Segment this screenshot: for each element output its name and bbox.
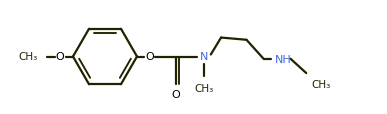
Text: CH₃: CH₃ [311, 79, 330, 89]
Text: O: O [56, 52, 64, 62]
Text: CH₃: CH₃ [19, 52, 38, 62]
Text: O: O [146, 52, 154, 62]
Text: N: N [200, 52, 208, 62]
Text: O: O [171, 90, 180, 100]
Text: NH: NH [275, 54, 292, 64]
Text: CH₃: CH₃ [194, 84, 214, 94]
